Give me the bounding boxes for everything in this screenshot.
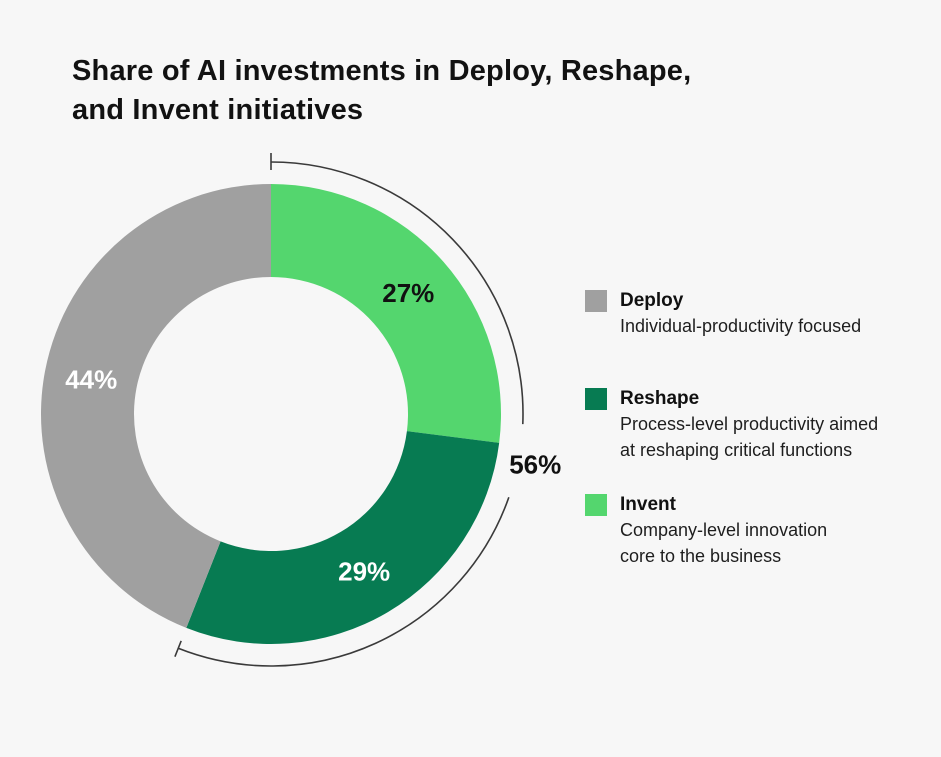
chart-title: Share of AI investments in Deploy, Resha…: [72, 55, 692, 126]
slice-label-reshape: 29%: [338, 557, 390, 587]
legend-desc-invent: Company-level innovation core to the bus…: [620, 520, 828, 566]
legend-item-reshape: Reshape Process-level productivity aimed…: [585, 387, 915, 463]
slice-label-deploy: 44%: [65, 365, 117, 395]
donut-slice-reshape: [186, 431, 500, 644]
slice-label-invent: 27%: [382, 278, 434, 308]
bracket-label: 56%: [509, 449, 561, 479]
legend-desc-reshape: Process-level productivity aimed at resh…: [620, 414, 879, 460]
legend-item-deploy: Deploy Individual-productivity focused: [585, 289, 915, 339]
legend-item-invent: Invent Company-level innovation core to …: [585, 493, 915, 569]
legend-label-reshape: Reshape: [620, 388, 700, 409]
bracket-arc-upper: [270, 161, 524, 425]
legend-label-deploy: Deploy: [620, 290, 684, 311]
legend-swatch-reshape: [585, 388, 607, 410]
legend-swatch-deploy: [585, 290, 607, 312]
legend-swatch-invent: [585, 494, 607, 516]
legend-label-invent: Invent: [620, 494, 676, 515]
donut-slice-invent: [271, 184, 501, 443]
legend: Deploy Individual-productivity focused R…: [585, 289, 915, 569]
bracket-tick-end: [174, 640, 182, 657]
legend-desc-deploy: Individual-productivity focused: [620, 316, 862, 336]
bracket-arc-lower: [177, 497, 510, 667]
donut-slice-deploy: [40, 184, 271, 628]
